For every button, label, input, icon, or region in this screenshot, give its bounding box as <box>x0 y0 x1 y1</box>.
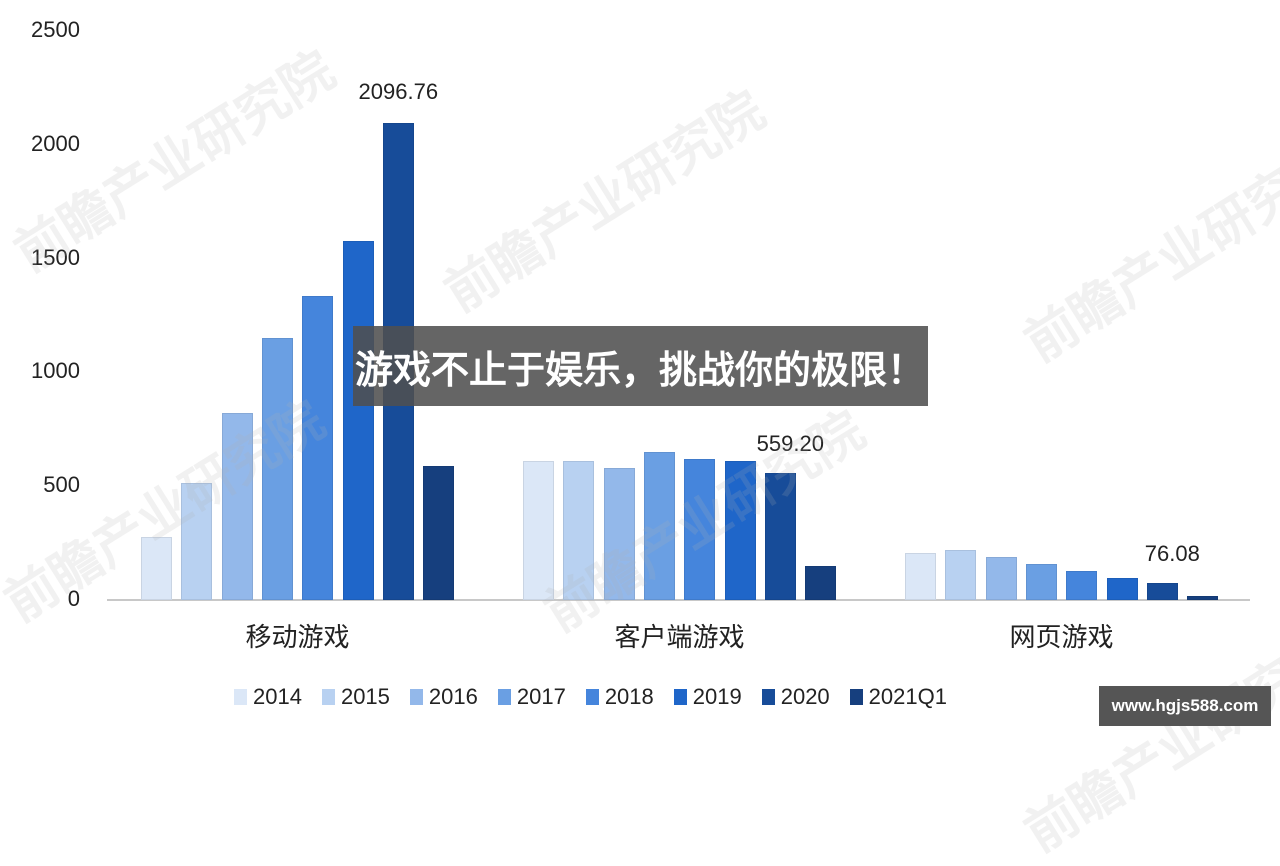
bar-2015 <box>563 460 595 600</box>
legend-swatch-icon <box>585 689 599 705</box>
y-tick-label: 1000 <box>31 358 80 384</box>
bar-2020 <box>764 472 796 600</box>
legend-item: 2017 <box>497 684 566 710</box>
legend-label: 2017 <box>516 684 566 709</box>
data-label: 2096.76 <box>358 78 439 104</box>
legend-label: 2020 <box>780 684 830 709</box>
bar-2015 <box>181 483 213 600</box>
bar-2018 <box>1066 571 1098 600</box>
legend-label: 2016 <box>428 684 478 709</box>
x-category-label: 客户端游戏 <box>614 622 745 652</box>
x-category-label: 移动游戏 <box>245 622 350 652</box>
legend-label: 2021Q1 <box>868 684 947 709</box>
url-badge[interactable]: www.hgjs588.com <box>1099 686 1271 726</box>
legend-item: 2018 <box>585 684 654 710</box>
legend-label: 2015 <box>340 684 390 709</box>
bar-2021Q1 <box>1187 595 1219 600</box>
bar-2016 <box>221 412 253 600</box>
bar-2014 <box>523 460 554 600</box>
bar-2020 <box>1146 582 1178 600</box>
legend-item: 2020 <box>761 684 830 710</box>
legend-label: 2019 <box>692 684 742 709</box>
y-tick-label: 1500 <box>31 244 80 270</box>
bar-2018 <box>302 295 334 600</box>
y-tick-label: 2000 <box>31 130 80 156</box>
bar-2019 <box>342 240 374 600</box>
x-category-label: 网页游戏 <box>1009 622 1114 652</box>
bar-2017 <box>261 338 293 600</box>
bar-2015 <box>945 549 977 600</box>
data-label: 76.08 <box>1144 540 1200 566</box>
legend-swatch-icon <box>409 689 423 705</box>
bar-2021Q1 <box>423 465 455 600</box>
y-tick-label: 500 <box>43 472 80 498</box>
legend-item: 2015 <box>321 684 390 710</box>
legend-label: 2018 <box>604 684 654 709</box>
data-label: 559.20 <box>756 430 824 456</box>
y-tick-label: 0 <box>67 586 80 611</box>
legend-item: 2016 <box>409 684 478 710</box>
bar-2021Q1 <box>805 566 837 600</box>
legend-swatch-icon <box>234 689 247 705</box>
bar-2018 <box>684 459 716 600</box>
bar-2016 <box>985 556 1017 600</box>
legend-swatch-icon <box>321 689 335 705</box>
bar-2019 <box>1106 577 1138 600</box>
legend-item: 2021Q1 <box>849 684 947 710</box>
bar-2014 <box>141 536 172 600</box>
legend-swatch-icon <box>673 689 687 705</box>
bar-2019 <box>724 460 756 600</box>
x-axis-line <box>107 599 1250 601</box>
bar-2014 <box>905 553 936 600</box>
bar-chart: 0 500 1000 1500 2000 2500 2096.76 559.20 76.08 … <box>0 17 1280 863</box>
watermark-text: 前瞻产业研究院 <box>435 81 775 324</box>
overlay-banner: 游戏不止于娱乐，挑战你的极限！ <box>353 326 928 406</box>
legend-swatch-icon <box>849 689 863 705</box>
legend-swatch-icon <box>761 689 775 705</box>
bar-2017 <box>643 451 675 600</box>
y-tick-label: 2500 <box>31 17 80 42</box>
legend-item: 2014 <box>234 684 302 710</box>
bar-2016 <box>603 467 635 600</box>
watermark-text: 前瞻产业研究院 <box>1015 131 1280 374</box>
chart-legend: 2014 2015 2016 2017 2018 2019 2020 2021Q1 <box>234 684 947 710</box>
legend-item: 2019 <box>673 684 742 710</box>
legend-label: 2014 <box>253 684 302 709</box>
bar-2017 <box>1025 564 1057 600</box>
legend-swatch-icon <box>497 689 511 705</box>
